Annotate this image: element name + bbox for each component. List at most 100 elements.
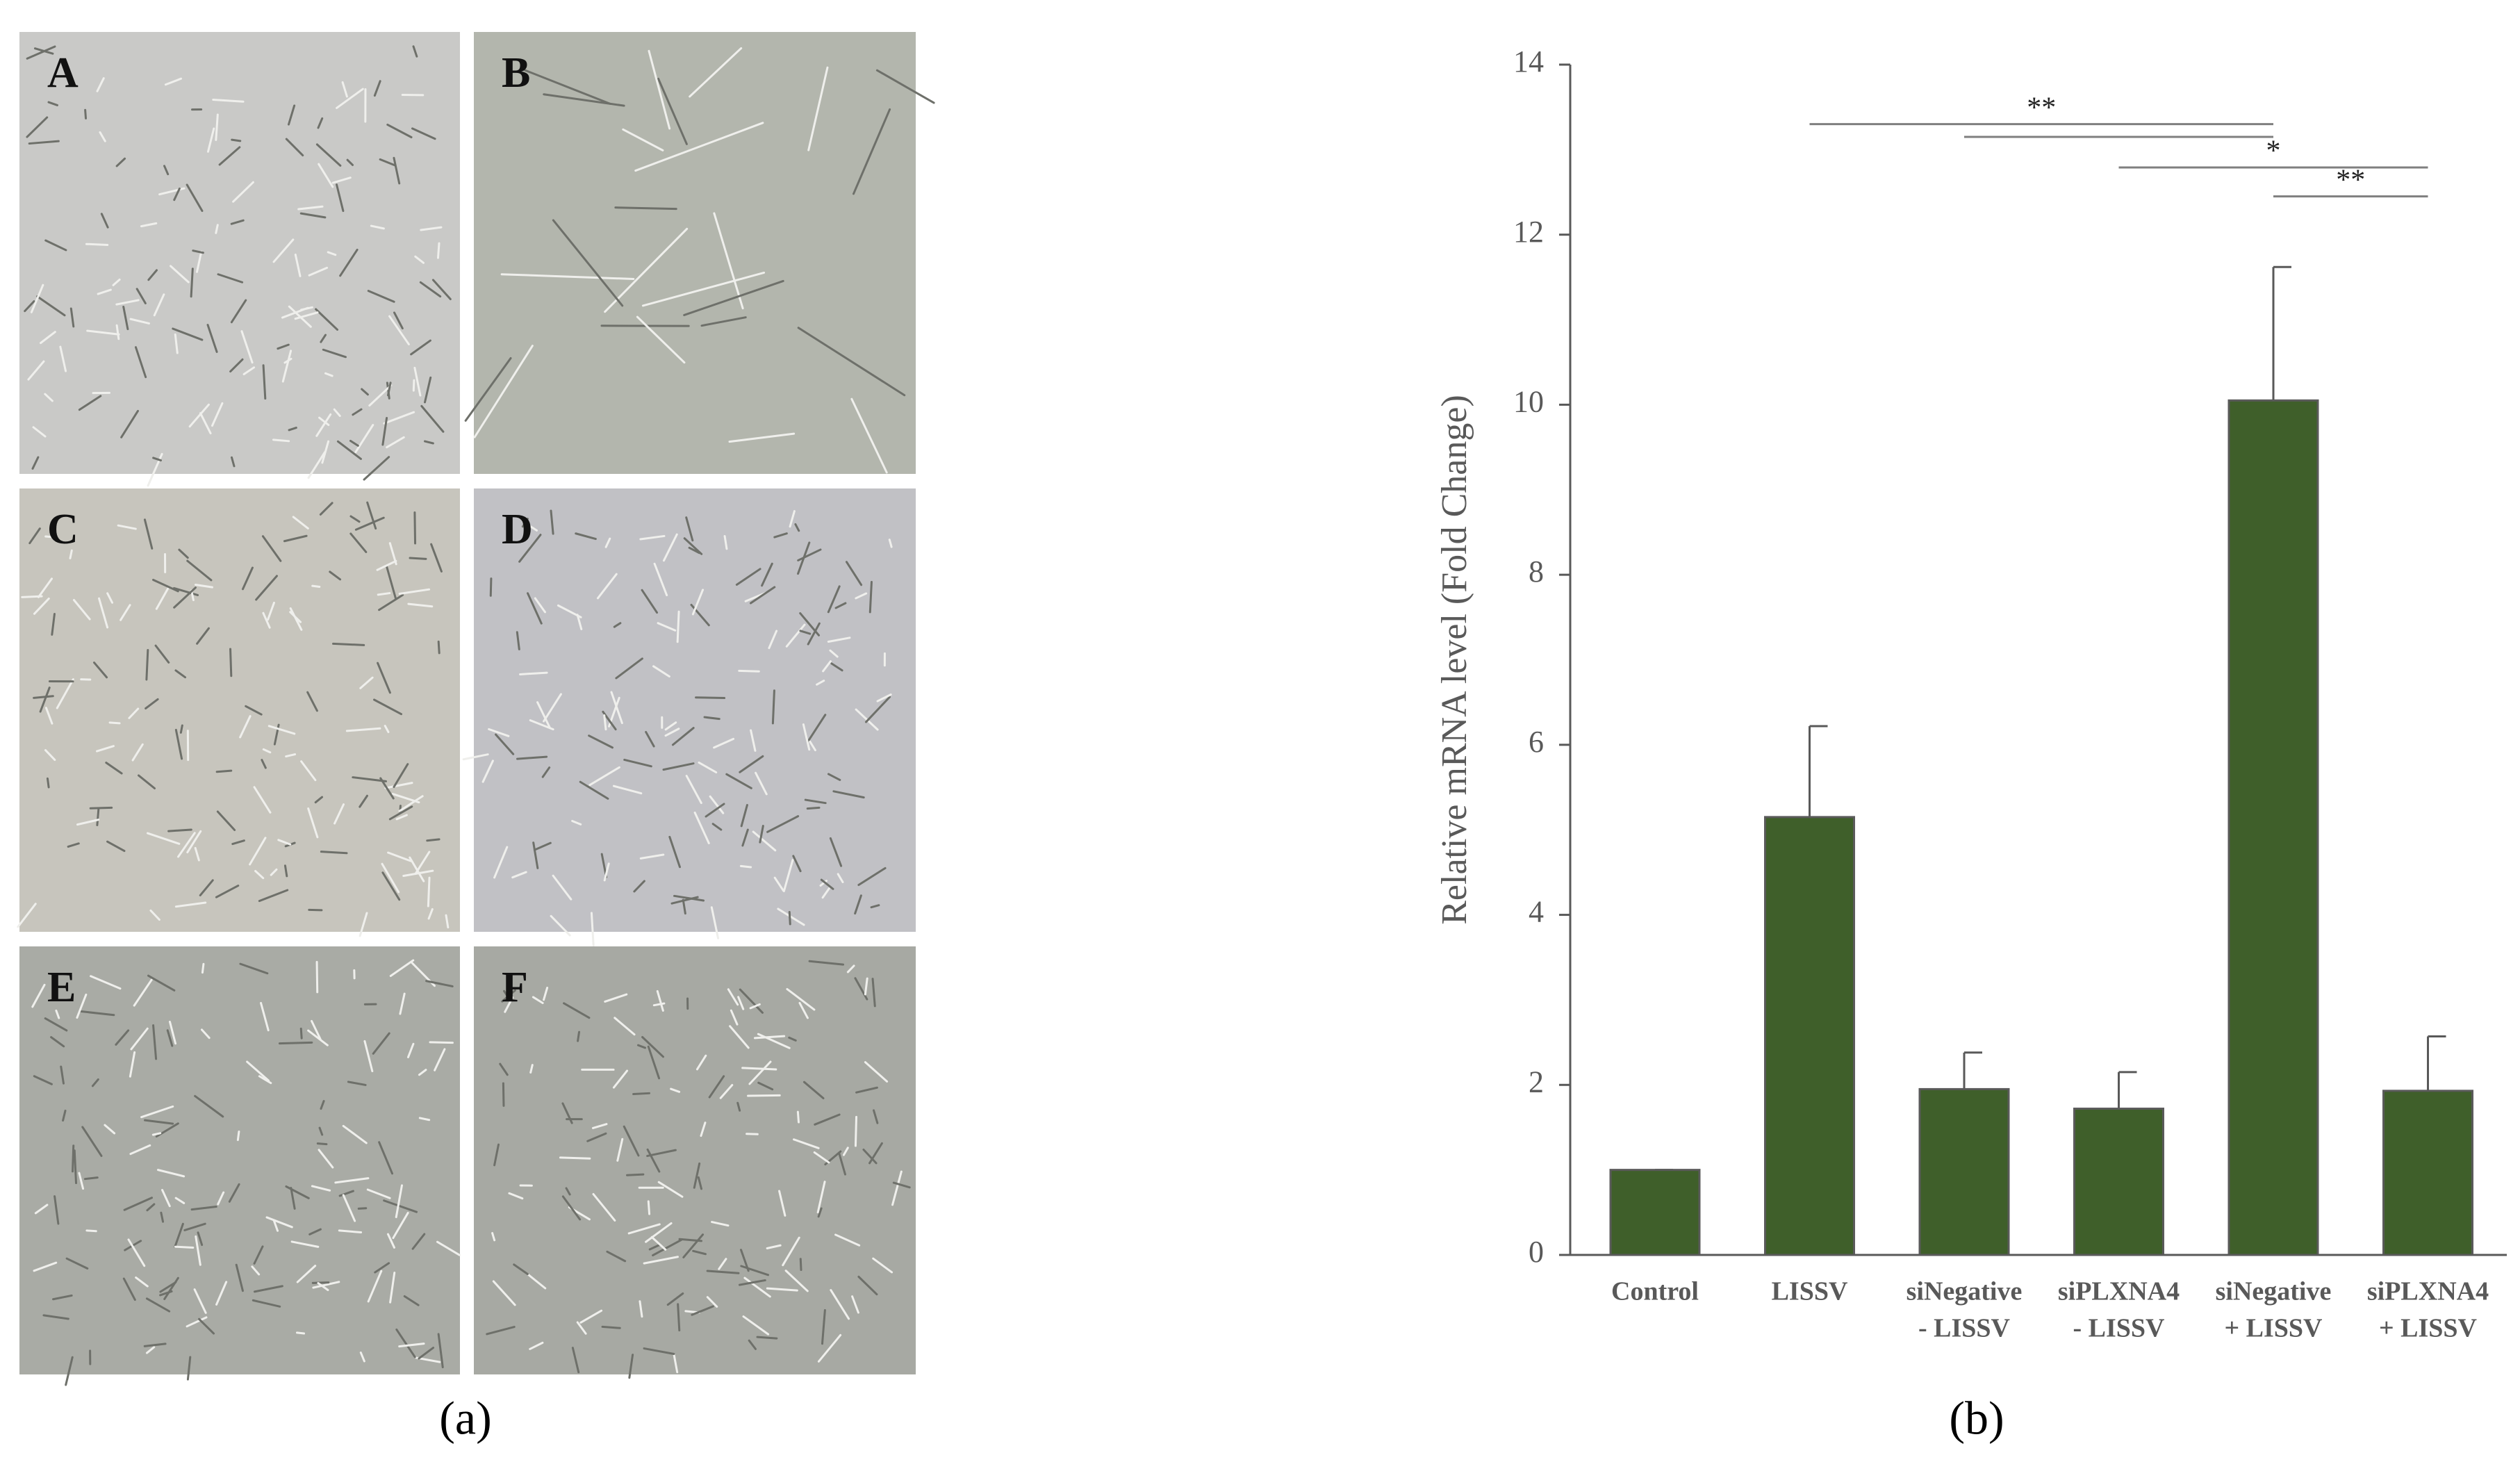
cell — [319, 502, 333, 516]
y-axis-label: Relative mRNA level (Fold Change) — [1435, 395, 1474, 925]
cell — [527, 592, 543, 625]
cell — [217, 1191, 225, 1206]
cell — [122, 1277, 136, 1301]
cell — [349, 532, 368, 553]
cell — [320, 1100, 325, 1110]
cell — [91, 1078, 99, 1087]
cell — [174, 1222, 184, 1248]
cell — [743, 1276, 771, 1298]
cell — [106, 840, 126, 853]
cell — [285, 753, 297, 758]
cell — [782, 859, 794, 893]
cell — [363, 1040, 374, 1073]
cell — [648, 1244, 661, 1251]
cell — [235, 1263, 244, 1292]
cell — [384, 782, 413, 789]
cell — [834, 1233, 861, 1247]
cell — [368, 384, 393, 407]
cell — [172, 327, 204, 341]
cell — [152, 457, 163, 462]
cell — [552, 874, 573, 901]
cell — [30, 284, 44, 313]
cell — [31, 456, 40, 470]
cell — [677, 1303, 681, 1332]
cell — [363, 456, 390, 481]
cell — [718, 1258, 727, 1270]
cell — [354, 516, 385, 531]
cell — [871, 978, 876, 1008]
cell — [596, 573, 618, 600]
cell — [334, 1177, 370, 1184]
cell — [345, 727, 381, 732]
cell — [215, 885, 240, 898]
cell — [283, 357, 293, 364]
cell — [829, 837, 843, 867]
cell — [318, 416, 330, 427]
cell — [657, 1181, 684, 1198]
cell — [258, 889, 289, 903]
cell — [115, 299, 140, 306]
micrograph-label: B — [502, 49, 530, 97]
cell — [854, 1115, 858, 1147]
cell — [773, 532, 788, 539]
cell — [602, 710, 617, 731]
cell — [261, 759, 267, 769]
cell — [178, 548, 189, 559]
cell — [691, 1305, 714, 1316]
cell — [516, 755, 548, 760]
cell — [652, 1238, 682, 1257]
micrograph-label: A — [47, 49, 79, 97]
cell — [653, 562, 668, 597]
cell — [855, 1086, 878, 1094]
cell — [122, 306, 129, 331]
cell — [508, 1192, 524, 1200]
cell — [44, 535, 57, 539]
cell — [239, 962, 269, 975]
cell — [215, 1281, 228, 1306]
micrograph — [474, 946, 916, 1374]
cell — [703, 716, 720, 721]
cell — [308, 266, 329, 277]
cell — [536, 701, 551, 729]
y-tick-label: 0 — [1529, 1235, 1544, 1269]
cell — [399, 992, 406, 1015]
cell — [336, 440, 362, 460]
cell — [251, 1265, 261, 1276]
cell — [55, 1009, 60, 1019]
significance-label: * — [2266, 135, 2281, 167]
cell — [652, 665, 670, 677]
cell — [766, 815, 800, 833]
cell — [342, 1124, 368, 1144]
cell — [318, 1126, 324, 1136]
cell — [713, 212, 744, 310]
cell — [816, 680, 825, 686]
cell — [199, 879, 214, 896]
cell — [706, 1270, 740, 1274]
cell — [314, 796, 324, 804]
cell — [52, 1294, 73, 1301]
cell — [359, 912, 368, 937]
cell — [740, 804, 748, 828]
cell — [297, 205, 324, 211]
cell — [817, 1207, 823, 1218]
cell — [802, 1081, 825, 1100]
cell — [492, 1280, 516, 1306]
cell — [533, 841, 552, 851]
cell — [32, 426, 47, 438]
caption-b: (b) — [1949, 1392, 2004, 1445]
cell — [532, 996, 544, 1004]
cell — [327, 251, 337, 256]
cell — [140, 1105, 174, 1119]
cell — [575, 532, 597, 541]
cell — [532, 841, 539, 869]
cell — [797, 548, 822, 561]
cell — [752, 830, 777, 852]
cell — [819, 880, 828, 887]
cell — [804, 798, 827, 805]
cell — [592, 1192, 616, 1222]
cell — [499, 1062, 509, 1076]
cell — [857, 1275, 878, 1296]
cell — [72, 598, 91, 621]
cell — [561, 1102, 573, 1124]
cell — [646, 1148, 661, 1173]
